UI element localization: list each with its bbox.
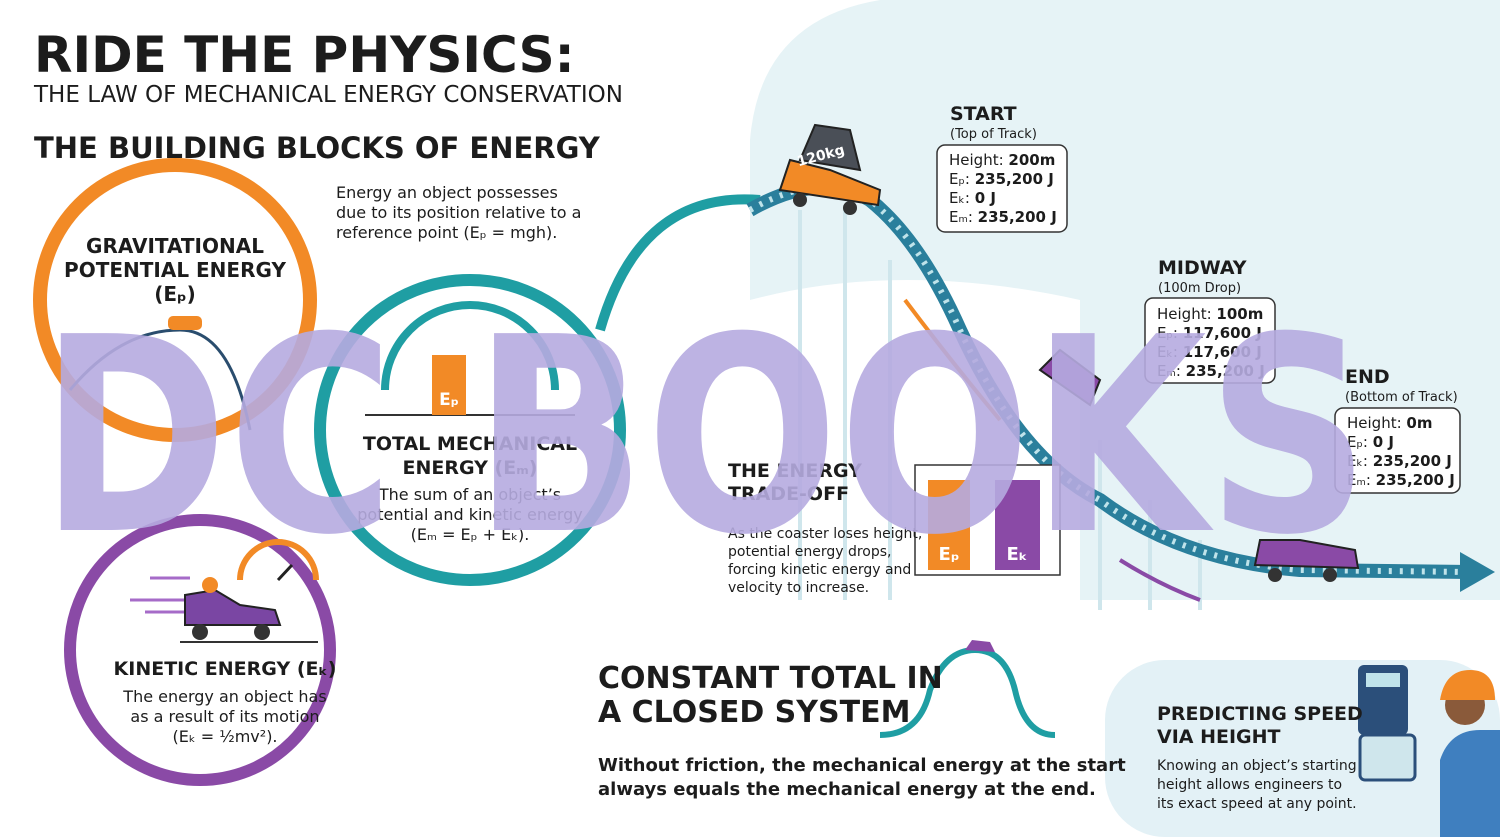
station-label: Eₚ: — [949, 170, 975, 188]
kinetic-car — [130, 539, 319, 643]
watermark: DC BOOKS — [40, 279, 1370, 594]
swoosh — [595, 194, 761, 332]
tradeoff-bar-label: Eₚ — [939, 544, 960, 565]
station-row: Eₖ: 117,600 J — [1157, 343, 1262, 361]
station-label: Eₘ: — [949, 208, 978, 226]
start-car — [778, 123, 882, 215]
potential-description: Energy an object possesses — [336, 183, 558, 202]
predicting-description: height allows engineers to — [1157, 777, 1342, 793]
constant-title: A CLOSED SYSTEM — [598, 695, 910, 730]
constant-description: always equals the mechanical energy at t… — [598, 779, 1096, 800]
end-box — [1334, 407, 1461, 494]
end-car — [1253, 539, 1360, 582]
mini-car — [168, 316, 202, 330]
mechanical-title: ENERGY (Eₘ) — [403, 457, 538, 479]
tradeoff-title: THE ENERGY — [728, 460, 862, 482]
station-subtitle: (100m Drop) — [1158, 281, 1241, 296]
tradeoff-description: velocity to increase. — [728, 580, 869, 596]
potential-description: due to its position relative to a — [336, 203, 581, 222]
potential-ring — [33, 158, 317, 442]
station-row: Eₘ: 235,200 J — [1347, 471, 1455, 489]
constant-title: CONSTANT TOTAL IN — [598, 661, 943, 696]
station-title: END — [1345, 366, 1390, 388]
ep-bar-icon — [432, 355, 466, 415]
potential-title: POTENTIAL ENERGY — [64, 258, 286, 282]
tradeoff-title: TRADE-OFF — [728, 483, 849, 505]
mechanical-description: potential and kinetic energy — [357, 505, 583, 524]
station-row: Height: 200m — [949, 151, 1055, 169]
kinetic-ring — [64, 514, 336, 786]
kinetic-description: (Eₖ = ½mv²). — [172, 727, 277, 746]
station-row: Height: 0m — [1347, 414, 1433, 432]
predicting-description: Knowing an object’s starting — [1157, 758, 1357, 774]
station-value: 235,200 J — [1186, 362, 1265, 380]
mid-car — [1038, 348, 1102, 407]
kinetic-title: KINETIC ENERGY (Eₖ) — [114, 658, 337, 680]
station-value: 0 J — [975, 189, 996, 207]
station-label: Eₖ: — [1347, 452, 1373, 470]
tradeoff-description: As the coaster loses height, — [728, 526, 922, 542]
potential-description: reference point (Eₚ = mgh). — [336, 223, 557, 242]
predicting-title: PREDICTING SPEED — [1157, 703, 1363, 725]
constant-hill — [879, 640, 1056, 738]
station-label: Eₖ: — [1157, 343, 1183, 361]
potential-title: GRAVITATIONAL — [86, 234, 264, 258]
station-label: Eₘ: — [1347, 471, 1376, 489]
station-value: 117,600 J — [1183, 324, 1262, 342]
constant-description: Without friction, the mechanical energy … — [598, 755, 1126, 776]
station-subtitle: (Bottom of Track) — [1345, 390, 1458, 405]
tradeoff-description: forcing kinetic energy and — [728, 562, 911, 578]
station-title: MIDWAY — [1158, 257, 1247, 279]
station-value: 235,200 J — [1373, 452, 1452, 470]
supports — [798, 210, 1202, 610]
tradeoff-bar-label: Eₖ — [1006, 544, 1027, 565]
station-value: 0m — [1406, 414, 1432, 432]
station-row: Eₚ: 117,600 J — [1157, 324, 1262, 342]
kinetic-description: The energy an object has — [122, 687, 326, 706]
station-row: Eₚ: 235,200 J — [949, 170, 1054, 188]
station-subtitle: (Top of Track) — [950, 127, 1037, 142]
subtitle: THE LAW OF MECHANICAL ENERGY CONSERVATIO… — [33, 82, 623, 108]
station-label: Eₖ: — [949, 189, 975, 207]
station-row: Eₖ: 0 J — [949, 189, 996, 207]
predicting-title: VIA HEIGHT — [1157, 726, 1281, 748]
start-box — [936, 144, 1068, 233]
station-label: Eₚ: — [1157, 324, 1183, 342]
tradeoff-chart — [914, 464, 1061, 576]
station-value: 235,200 J — [978, 208, 1057, 226]
mechanical-description: The sum of an object’s — [378, 485, 561, 504]
station-label: Eₚ: — [1347, 433, 1373, 451]
title: RIDE THE PHYSICS: — [34, 26, 575, 84]
station-value: 200m — [1008, 151, 1055, 169]
station-title: START — [950, 103, 1017, 125]
tradeoff-description: potential energy drops, — [728, 544, 892, 560]
station-label: Eₘ: — [1157, 362, 1186, 380]
station-value: 235,200 J — [1376, 471, 1455, 489]
station-row: Eₚ: 0 J — [1347, 433, 1394, 451]
section-heading: THE BUILDING BLOCKS OF ENERGY — [34, 131, 601, 165]
station-label: Height: — [949, 151, 1008, 169]
station-label: Height: — [1347, 414, 1406, 432]
station-value: 0 J — [1373, 433, 1394, 451]
station-row: Eₘ: 235,200 J — [1157, 362, 1265, 380]
ep-label: Eₚ — [439, 390, 459, 410]
station-label: Height: — [1157, 305, 1216, 323]
station-value: 100m — [1216, 305, 1263, 323]
station-row: Eₘ: 235,200 J — [949, 208, 1057, 226]
midway-box — [1144, 297, 1276, 384]
station-row: Height: 100m — [1157, 305, 1263, 323]
predicting-description: its exact speed at any point. — [1157, 796, 1357, 812]
station-value: 117,600 J — [1183, 343, 1262, 361]
station-value: 235,200 J — [975, 170, 1054, 188]
kinetic-description: as a result of its motion — [130, 707, 319, 726]
station-row: Eₖ: 235,200 J — [1347, 452, 1452, 470]
mechanical-ring — [314, 274, 626, 586]
gauge — [381, 301, 559, 391]
engineer — [1358, 665, 1500, 837]
mechanical-title: TOTAL MECHANICAL — [363, 433, 577, 455]
potential-title: (Eₚ) — [154, 282, 196, 306]
mechanical-description: (Eₘ = Eₚ + Eₖ). — [411, 525, 530, 544]
